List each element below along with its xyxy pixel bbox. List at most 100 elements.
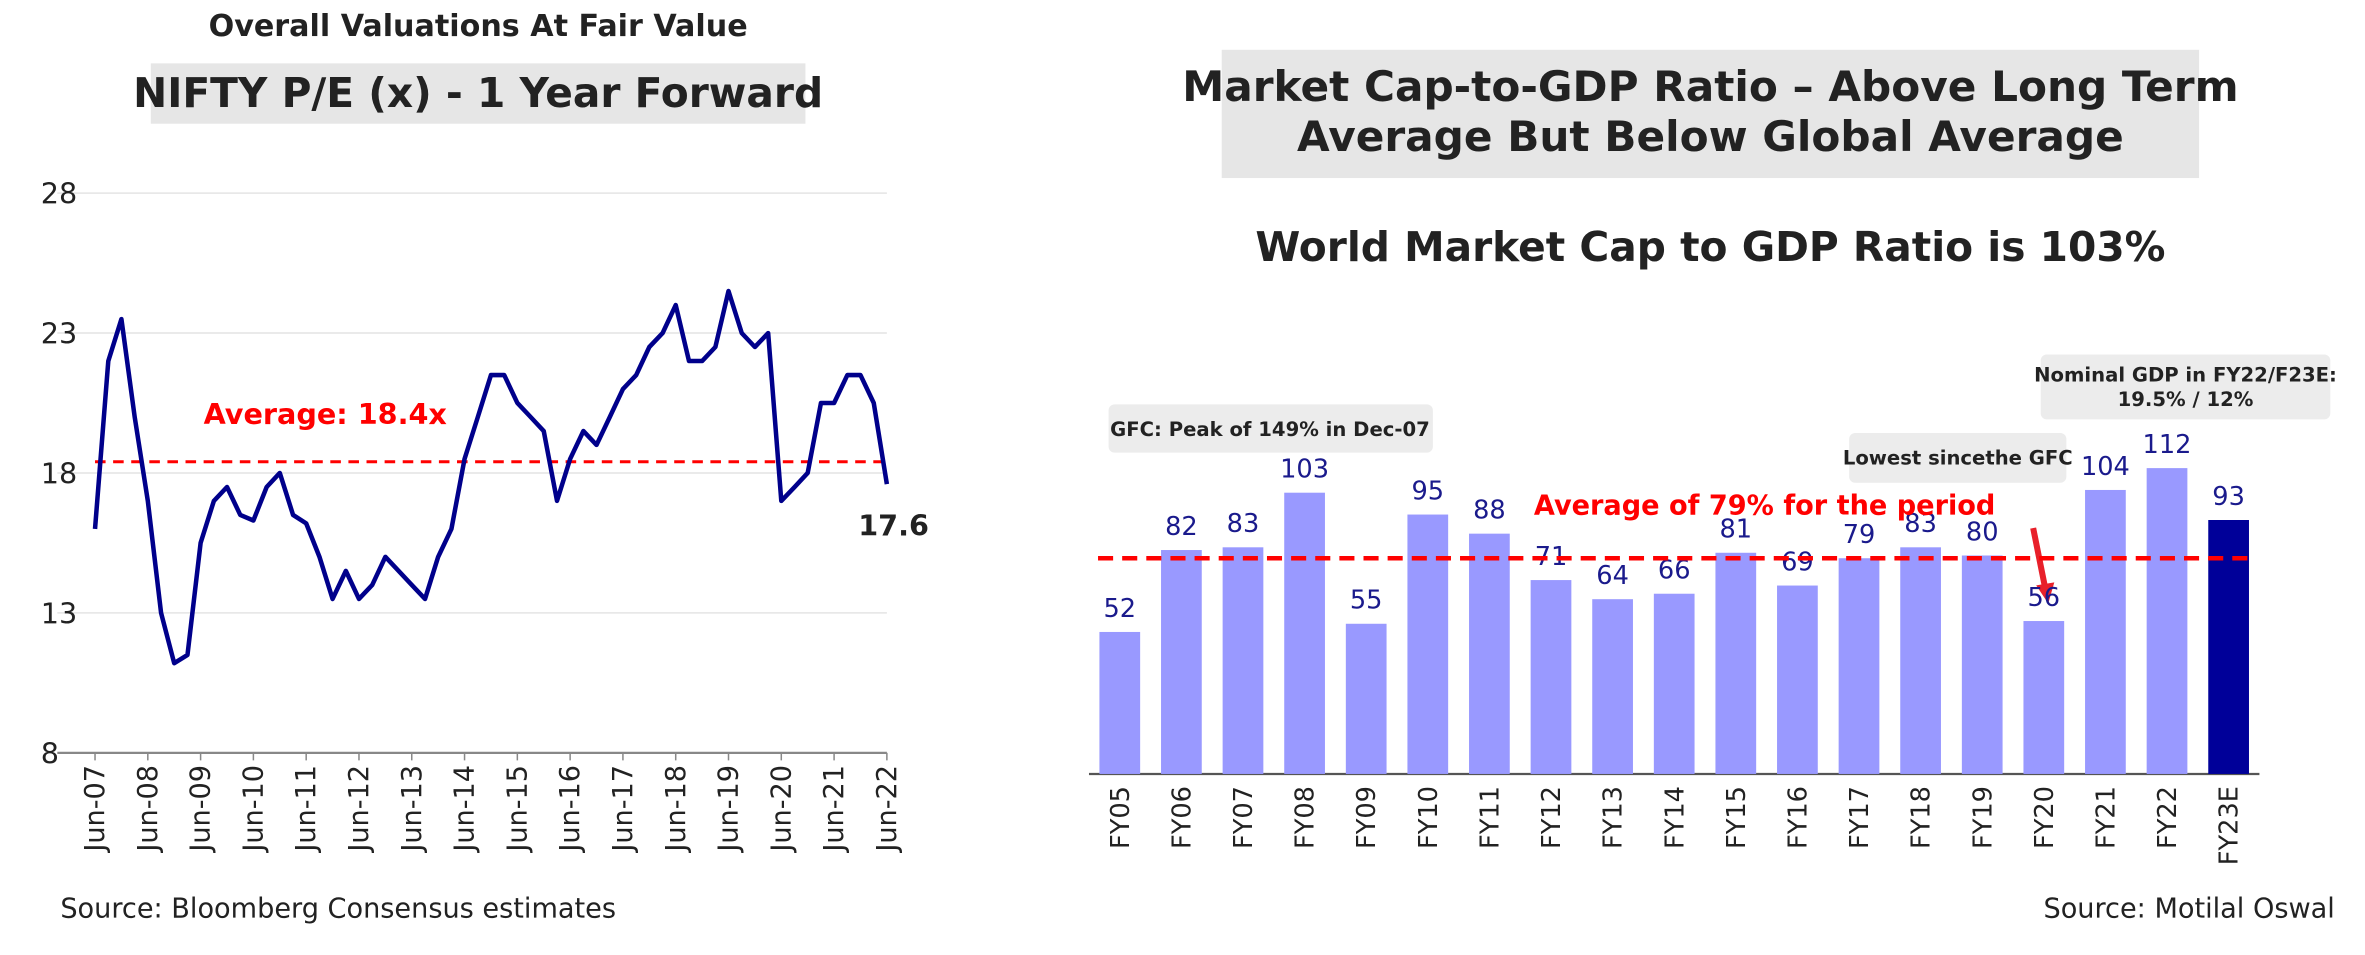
bar <box>1900 547 1941 774</box>
x-tick-label: FY06 <box>1167 786 1197 849</box>
y-tick-label: 18 <box>41 457 77 491</box>
source: Source: Motilal Oswal <box>2043 893 2334 924</box>
x-tick-label: FY07 <box>1229 786 1259 849</box>
x-tick-label: Jun-08 <box>133 765 164 854</box>
x-tick-label: Jun-12 <box>344 765 375 854</box>
value-label: 83 <box>1227 509 1260 539</box>
y-tick-label: 8 <box>41 736 59 770</box>
value-label: 103 <box>1280 455 1329 485</box>
x-tick-label: FY10 <box>1414 786 1444 849</box>
x-tick-label: Jun-07 <box>80 765 111 854</box>
arrow-head <box>2036 582 2055 604</box>
x-tick-label: Jun-22 <box>872 765 903 854</box>
bar <box>1838 558 1880 774</box>
bar <box>1345 623 1387 774</box>
x-tick-label: Jun-17 <box>608 765 639 854</box>
subtitle: World Market Cap to GDP Ratio is 103% <box>1255 223 2165 271</box>
average-label: Average of 79% for the period <box>1534 490 1995 521</box>
chart-title: NIFTY P/E (x) - 1 Year Forward <box>133 69 823 117</box>
heading: Overall Valuations At Fair Value <box>209 9 748 44</box>
value-label: 82 <box>1165 512 1198 542</box>
x-tick-label: Jun-11 <box>291 765 322 854</box>
title-box <box>1221 49 2200 179</box>
value-label: 66 <box>1658 556 1691 586</box>
bar <box>1653 593 1695 774</box>
note-box <box>1849 432 2067 483</box>
x-tick-label: Jun-14 <box>450 765 481 854</box>
bar <box>1530 580 1572 774</box>
value-label: 112 <box>2143 430 2192 460</box>
value-label: 55 <box>1350 586 1383 616</box>
value-label: 17.6 <box>858 508 929 542</box>
x-tick-label: FY05 <box>1106 786 1136 849</box>
value-label: 69 <box>1781 547 1814 577</box>
x-tick-label: Jun-15 <box>502 765 533 854</box>
value-label: 64 <box>1596 561 1629 591</box>
x-tick-label: FY12 <box>1537 786 1567 849</box>
value-label: 81 <box>1720 515 1753 545</box>
x-tick-label: FY14 <box>1660 786 1690 849</box>
value-label: 80 <box>1966 517 1999 547</box>
bar <box>2146 468 2188 774</box>
bar <box>1469 533 1510 774</box>
x-tick-label: Jun-10 <box>238 765 269 854</box>
x-tick-label: Jun-18 <box>661 765 692 854</box>
x-tick-label: FY18 <box>1907 786 1937 849</box>
title-box <box>150 63 806 124</box>
y-tick-label: 13 <box>41 596 77 630</box>
value-label: 104 <box>2081 452 2130 482</box>
bar <box>1592 599 1633 774</box>
value-label: 52 <box>1103 594 1136 624</box>
x-tick-label: FY09 <box>1352 786 1382 849</box>
x-tick-label: FY15 <box>1722 786 1752 849</box>
note-box <box>2040 354 2331 420</box>
source: Source: Bloomberg Consensus estimates <box>60 893 616 924</box>
bar <box>1407 514 1449 774</box>
bar <box>2023 621 2065 774</box>
x-tick-label: FY16 <box>1783 786 1813 849</box>
x-tick-label: FY21 <box>2091 786 2121 849</box>
x-tick-label: FY19 <box>1968 786 1998 849</box>
x-tick-label: FY23E <box>2215 786 2245 865</box>
value-label: 56 <box>2028 583 2061 613</box>
x-tick-label: Jun-19 <box>714 765 745 854</box>
x-tick-label: Jun-16 <box>555 765 586 854</box>
value-label: 95 <box>1411 476 1444 506</box>
bar <box>1222 547 1264 774</box>
x-tick-label: FY08 <box>1291 786 1321 849</box>
x-tick-label: FY11 <box>1475 786 1505 849</box>
line-series <box>92 288 890 666</box>
bar <box>1284 492 1325 774</box>
x-tick-label: Jun-20 <box>766 765 797 854</box>
note: Nominal GDP in FY22/F23E: <box>2034 364 2337 387</box>
bar <box>1715 552 1757 774</box>
note: 19.5% / 12% <box>2118 388 2254 411</box>
note: GFC: Peak of 149% in Dec-07 <box>1110 418 1430 441</box>
x-tick-label: FY17 <box>1845 786 1875 849</box>
bar <box>1161 550 1202 774</box>
chart-title: Market Cap-to-GDP Ratio – Above Long Ter… <box>1182 62 2238 111</box>
x-tick-label: Jun-21 <box>819 765 850 854</box>
bar <box>1961 555 2003 774</box>
x-tick-label: Jun-13 <box>397 765 428 854</box>
value-label: 88 <box>1473 496 1506 526</box>
value-label: 83 <box>1904 509 1937 539</box>
note-box <box>1108 404 1433 453</box>
bar <box>1099 631 1141 774</box>
y-tick-label: 23 <box>41 317 77 351</box>
x-tick-label: FY22 <box>2153 786 2183 849</box>
note: Lowest sincethe GFC <box>1843 447 2073 470</box>
value-label: 79 <box>1843 520 1876 550</box>
x-tick-label: FY20 <box>2030 786 2060 849</box>
y-tick-label: 28 <box>41 177 77 211</box>
x-tick-label: Jun-09 <box>186 765 217 854</box>
bar <box>2208 519 2249 774</box>
average-label: Average: 18.4x <box>204 397 448 431</box>
value-label: 93 <box>2212 482 2245 512</box>
chart-title: Average But Below Global Average <box>1297 112 2124 161</box>
bar <box>2085 489 2126 774</box>
x-tick-label: FY13 <box>1599 786 1629 849</box>
bar <box>1777 585 1818 774</box>
